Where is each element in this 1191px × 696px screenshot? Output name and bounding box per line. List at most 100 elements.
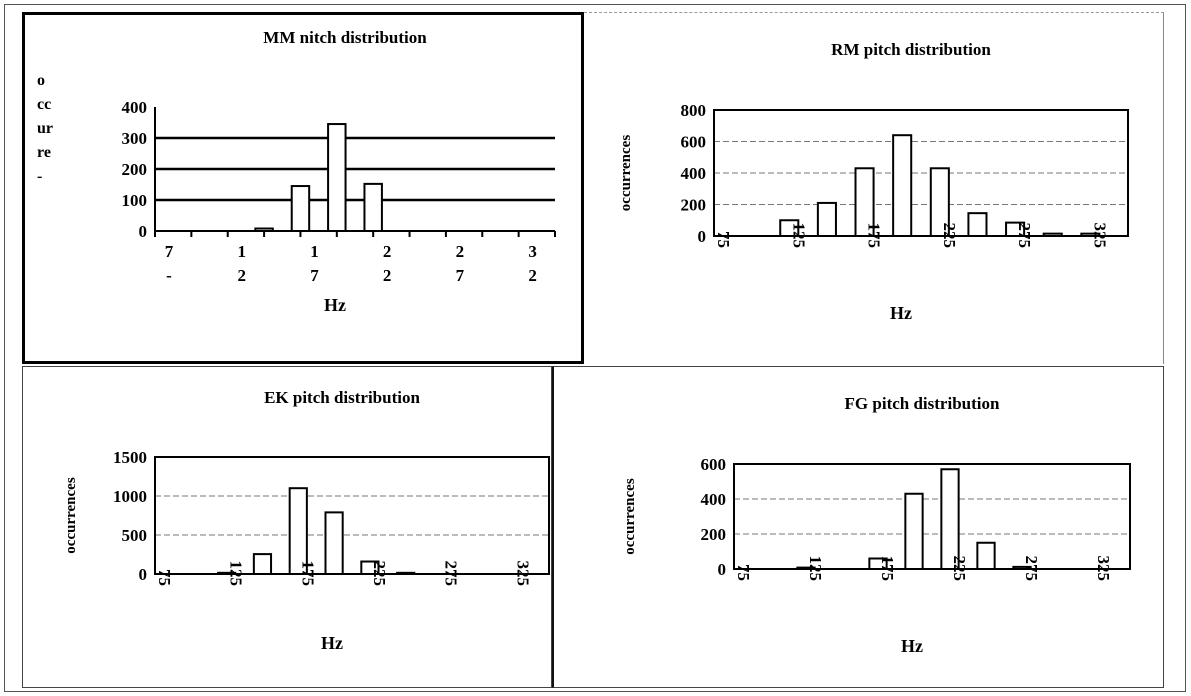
- x-tick-label-top: 7: [165, 242, 174, 261]
- x-axis-label: Hz: [324, 295, 346, 315]
- x-tick-label: 225: [950, 556, 969, 582]
- y-tick-label: 800: [681, 101, 707, 120]
- x-tick-label: 225: [370, 561, 389, 587]
- x-axis-label: Hz: [890, 303, 912, 323]
- bar-150: [854, 167, 875, 237]
- bar-150: [290, 185, 311, 233]
- bar-125: [254, 227, 274, 233]
- x-tick-label: 125: [806, 556, 825, 582]
- y-tick-label: 200: [701, 525, 727, 544]
- chart-1-svg: RM pitch distribution 0 200 400 600 800 75 125 1…: [618, 40, 1129, 323]
- chart-title: MM nitch distribution: [263, 28, 427, 47]
- bar-125: [816, 201, 837, 238]
- chart-0-svg: MM nitch distribution 0 100 200 300 400 7 - 1 2 1 7…: [37, 28, 556, 315]
- x-tick-label: 125: [789, 223, 808, 249]
- y-tick-label: 1500: [113, 448, 147, 467]
- x-tick-label: 275: [1022, 556, 1041, 582]
- y-tick-label: 400: [681, 164, 707, 183]
- bar-150: [868, 557, 888, 570]
- bar-300: [1080, 232, 1101, 237]
- chart-title: EK pitch distribution: [264, 388, 420, 407]
- x-tick-label: 125: [227, 561, 246, 587]
- x-tick-label-bottom: 7: [310, 266, 319, 285]
- bar-150: [288, 487, 308, 575]
- x-tick-label-bottom: 2: [528, 266, 537, 285]
- y-tick-label: 0: [139, 222, 148, 241]
- bar-175: [904, 492, 924, 570]
- x-tick-label-top: 3: [528, 242, 537, 261]
- x-tick-label-bottom: 7: [456, 266, 465, 285]
- bar-225: [976, 541, 996, 570]
- bar-250: [1012, 565, 1032, 570]
- x-tick-label-bottom: -: [166, 266, 172, 285]
- x-tick-label: 275: [1015, 223, 1034, 249]
- ek-chart-panel: EK pitch distribution 0 500 1000 1500 75 125 17…: [22, 366, 552, 688]
- y-axis-label: occurrences: [63, 477, 79, 554]
- x-tick-label: 275: [442, 561, 461, 587]
- fg-chart-panel: FG pitch distribution 0 200 400 600 75 125 175 2…: [552, 366, 1164, 688]
- y-tick-label: 200: [122, 160, 148, 179]
- bar-200: [363, 182, 383, 233]
- x-tick-label-top: 2: [383, 242, 392, 261]
- y-tick-label: 600: [701, 455, 727, 474]
- y-tick-label: 0: [698, 227, 707, 246]
- chart-2-svg: EK pitch distribution 0 500 1000 1500 75 125 17…: [63, 388, 550, 653]
- bar-175: [892, 134, 913, 237]
- plot-frame: [733, 463, 1131, 570]
- chart-title: RM pitch distribution: [831, 40, 991, 59]
- y-tick-label: 400: [701, 490, 727, 509]
- x-axis-label: Hz: [901, 636, 923, 656]
- bar-225: [396, 571, 416, 576]
- y-axis-label-fragment: re: [37, 144, 51, 161]
- y-tick-label: 500: [122, 526, 148, 545]
- x-tick-label: 75: [734, 564, 753, 581]
- y-axis-label-fragment: -: [37, 168, 42, 185]
- y-axis-label-fragment: o: [37, 72, 45, 89]
- x-tick-label-top: 1: [310, 242, 319, 261]
- x-tick-label: 325: [1090, 223, 1109, 249]
- y-tick-label: 400: [122, 98, 148, 117]
- y-axis-label: occurrences: [622, 478, 638, 555]
- bar-100: [217, 571, 237, 576]
- y-tick-label: 600: [681, 133, 707, 152]
- y-tick-label: 0: [139, 565, 148, 584]
- x-tick-label-top: 1: [237, 242, 246, 261]
- y-tick-label: 200: [681, 196, 707, 215]
- x-tick-label-bottom: 2: [383, 266, 392, 285]
- rm-chart-panel: RM pitch distribution 0 200 400 600 800 75 125 1…: [584, 12, 1164, 364]
- y-tick-label: 100: [122, 191, 148, 210]
- x-tick-label: 325: [1094, 556, 1113, 582]
- bar-100: [779, 219, 800, 237]
- mm-chart-panel: MM nitch distribution 0 100 200 300 400 7 - 1 2 1 7…: [22, 12, 584, 364]
- bar-275: [1042, 232, 1063, 237]
- x-tick-label-bottom: 2: [237, 266, 246, 285]
- y-tick-label: 300: [122, 129, 148, 148]
- bar-100: [796, 566, 816, 571]
- x-tick-label: 175: [865, 223, 884, 249]
- x-tick-label: 325: [513, 561, 532, 587]
- y-axis-label-fragment: cc: [37, 96, 51, 113]
- x-tick-label: 175: [298, 561, 317, 587]
- x-axis-label: Hz: [321, 633, 343, 653]
- y-axis-label: occurrences: [618, 135, 634, 212]
- bar-175: [327, 123, 347, 232]
- bar-125: [252, 553, 273, 575]
- figure-frame: [4, 4, 1186, 692]
- x-tick-label: 175: [878, 556, 897, 582]
- chart-3-svg: FG pitch distribution 0 200 400 600 75 125 175 2…: [622, 394, 1131, 656]
- bar-200: [360, 560, 380, 576]
- x-tick-label-top: 2: [456, 242, 465, 261]
- plot-frame: [154, 456, 550, 575]
- chart-title: FG pitch distribution: [845, 394, 1000, 413]
- y-tick-label: 0: [718, 560, 727, 579]
- bar-225: [967, 212, 988, 238]
- y-tick-label: 1000: [113, 487, 147, 506]
- x-tick-label: 75: [714, 231, 733, 248]
- y-axis-label-fragment: ur: [37, 120, 53, 137]
- bar-200: [940, 468, 960, 570]
- bar-250: [1005, 221, 1026, 238]
- bar-175: [324, 511, 344, 576]
- bar-200: [929, 167, 950, 237]
- x-tick-label: 75: [155, 569, 174, 586]
- x-tick-label: 225: [940, 223, 959, 249]
